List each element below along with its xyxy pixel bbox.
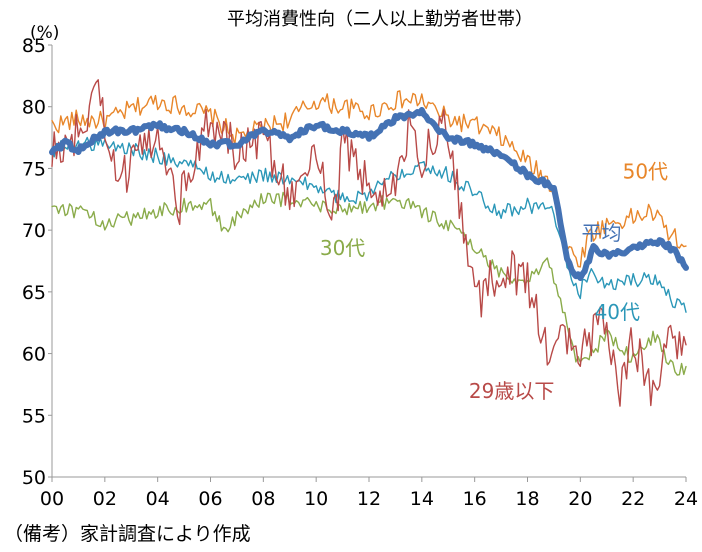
x-tick-label: 18 — [515, 488, 539, 510]
series-label-1: 40代 — [595, 300, 640, 324]
x-tick-label: 06 — [198, 488, 222, 510]
x-axis: 00 02 04 06 08 10 12 14 16 18 20 22 24 — [40, 477, 698, 510]
y-tick-label: 80 — [22, 97, 46, 119]
chart-title: 平均消費性向（二人以上勤労者世帯） — [227, 9, 533, 30]
x-tick-label: 20 — [568, 488, 592, 510]
series-label-4: 平均 — [581, 221, 621, 245]
series-label-3: 29歳以下 — [469, 379, 554, 403]
series-group — [49, 79, 689, 407]
y-axis: 50 55 60 65 70 75 80 85 — [22, 35, 52, 489]
y-tick-label: 75 — [22, 158, 46, 180]
y-tick-label: 50 — [22, 467, 46, 489]
x-tick-label: 22 — [621, 488, 645, 510]
x-tick-label: 00 — [40, 488, 64, 510]
series-labels: 50代 40代 30代 29歳以下 平均 — [320, 159, 668, 403]
series-line-4 — [49, 107, 689, 281]
y-tick-label: 70 — [22, 220, 46, 242]
series-line-0 — [51, 90, 687, 268]
x-tick-label: 12 — [357, 488, 381, 510]
y-tick-label: 55 — [22, 405, 46, 427]
y-tick-label: 60 — [22, 344, 46, 366]
y-tick-label: 85 — [22, 35, 46, 57]
x-tick-label: 16 — [463, 488, 487, 510]
x-tick-label: 04 — [146, 488, 170, 510]
y-tick-label: 65 — [22, 282, 46, 304]
source-note: （備考）家計調査により作成 — [4, 523, 251, 545]
x-tick-label: 02 — [93, 488, 117, 510]
y-axis-unit: (%) — [30, 23, 59, 43]
x-tick-label: 10 — [304, 488, 328, 510]
x-tick-label: 14 — [410, 488, 434, 510]
x-tick-label: 24 — [674, 488, 698, 510]
series-line-1 — [51, 136, 687, 313]
x-tick-label: 08 — [251, 488, 275, 510]
series-label-0: 50代 — [623, 159, 668, 183]
series-label-2: 30代 — [320, 236, 365, 260]
